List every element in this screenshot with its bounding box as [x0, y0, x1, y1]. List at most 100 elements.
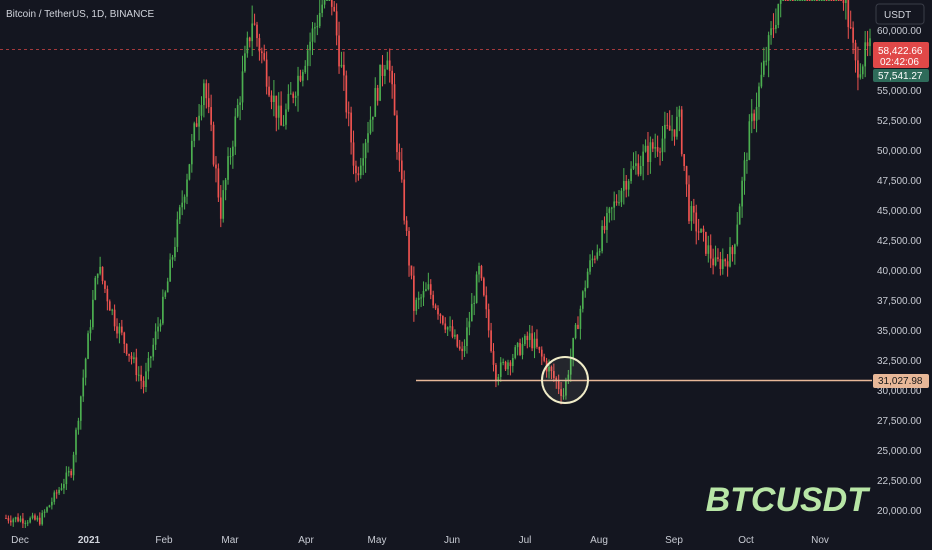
candle-body: [738, 206, 741, 225]
candle-body: [318, 12, 321, 27]
candle-body: [782, 0, 784, 1]
candle-body: [678, 109, 681, 117]
candle-body: [765, 60, 768, 62]
price-tick-27500: 27,500.00: [877, 416, 922, 427]
candle-body: [784, 0, 787, 1]
candle-body: [538, 346, 541, 350]
prev-close-label: 57,541.27: [878, 71, 923, 82]
candle-body: [811, 0, 813, 1]
candle-body: [417, 297, 420, 300]
candle-body: [610, 207, 613, 209]
candle-body: [579, 308, 582, 329]
candle-body: [437, 308, 439, 315]
candle-body: [232, 146, 234, 157]
candle-body: [813, 0, 816, 1]
candle-body: [121, 326, 123, 333]
candle-body: [108, 301, 111, 311]
price-axis[interactable]: 60,000.00 55,000.00 52,500.00 50,000.00 …: [873, 26, 929, 517]
candle-body: [533, 338, 536, 349]
candle-body: [111, 309, 114, 311]
price-tick-45000: 45,000.00: [877, 206, 922, 217]
candle-body: [384, 69, 386, 76]
candle-body: [625, 181, 628, 190]
candle-body: [840, 0, 842, 1]
candle-body: [861, 66, 864, 75]
candle-body: [282, 124, 285, 126]
candle-body: [690, 206, 693, 222]
candle-body: [186, 179, 188, 197]
candle-body: [734, 244, 736, 255]
candle-body: [326, 0, 328, 1]
candle-body: [89, 327, 92, 334]
candle-body: [82, 377, 85, 397]
candle-body: [299, 75, 302, 81]
candle-body: [67, 471, 70, 473]
candle-body: [767, 35, 770, 61]
candle-body: [762, 60, 765, 75]
candle-body: [806, 0, 809, 1]
candle-body: [84, 358, 87, 378]
candle-body: [400, 160, 403, 180]
candle-body: [748, 121, 751, 160]
candle-body: [441, 315, 444, 324]
candle-body: [65, 472, 68, 485]
candle-body: [543, 356, 546, 361]
candle-body: [828, 0, 830, 1]
candle-body: [101, 266, 104, 282]
candle-body: [642, 151, 644, 166]
candle-body: [246, 37, 249, 54]
candle-body: [227, 156, 229, 180]
candle-body: [128, 353, 130, 356]
time-axis[interactable]: Dec 2021 Feb Mar Apr May Jun Jul Aug Sep…: [11, 535, 829, 546]
candle-body: [685, 166, 688, 185]
candle-body: [203, 83, 205, 106]
candle-body: [285, 109, 287, 125]
candle-body: [77, 420, 80, 430]
candle-body: [622, 181, 625, 191]
candle-body: [750, 113, 753, 122]
candle-body: [43, 511, 46, 513]
candle-body: [466, 327, 468, 347]
candle-body: [51, 501, 53, 506]
candle-body: [451, 326, 454, 337]
candle-body: [502, 361, 505, 363]
candle-body: [251, 23, 254, 42]
candle-body: [746, 159, 748, 161]
candle-body: [794, 0, 797, 1]
candle-body: [371, 116, 374, 120]
candle-body: [705, 231, 707, 254]
candle-body: [432, 294, 435, 306]
support-price-label: 31,027.98: [878, 376, 923, 387]
candle-body: [647, 145, 649, 162]
candle-body: [586, 271, 589, 288]
candle-body: [123, 332, 126, 344]
candle-body: [775, 24, 777, 29]
price-tick-25000: 25,000.00: [877, 446, 922, 457]
candle-body: [569, 357, 572, 375]
candle-body: [507, 362, 509, 370]
candle-body: [487, 309, 490, 331]
candle-body: [350, 112, 352, 143]
candle-body: [849, 27, 852, 29]
candle-body: [697, 231, 700, 233]
candle-body: [263, 53, 266, 60]
candle-body: [58, 489, 60, 494]
candle-body: [330, 0, 333, 7]
currency-button-frame[interactable]: [875, 3, 925, 25]
candle-body: [48, 505, 51, 508]
currency-button[interactable]: USDT: [875, 3, 925, 25]
candle-body: [174, 246, 176, 258]
candle-body: [820, 0, 823, 1]
candle-body: [572, 338, 574, 358]
candle-body: [205, 83, 208, 99]
candle-body: [618, 202, 620, 204]
candle-body: [444, 323, 447, 330]
candle-body: [777, 3, 780, 25]
candle-body: [796, 0, 799, 1]
candle-body: [560, 389, 562, 396]
price-tick-42500: 42,500.00: [877, 236, 922, 247]
candle-body: [799, 0, 801, 1]
candle-body: [635, 163, 637, 166]
